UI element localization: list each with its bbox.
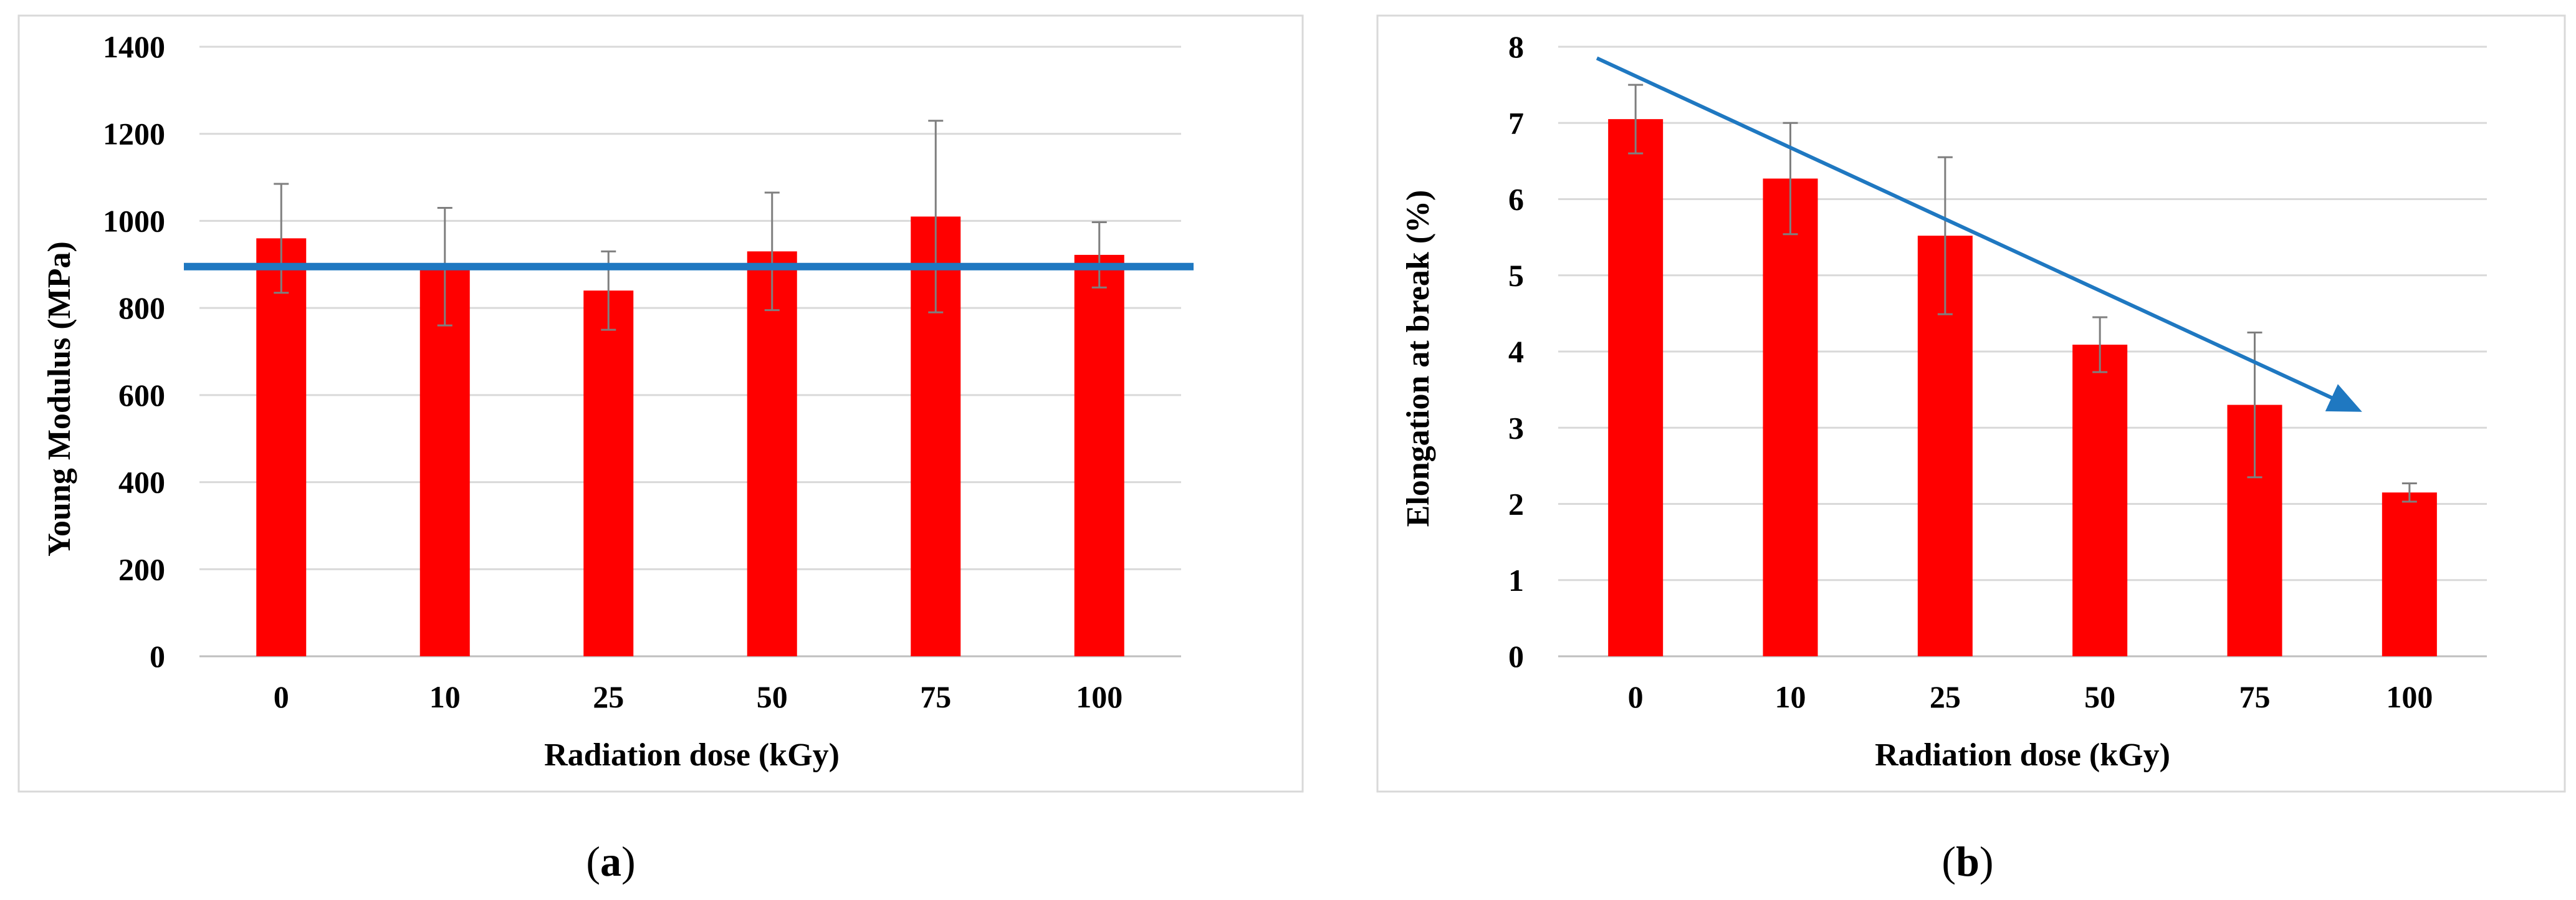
chart-a-error-bar xyxy=(274,183,289,294)
chart-b-frame xyxy=(1376,14,2566,793)
chart-b-ytick-label: 2 xyxy=(1508,487,1524,522)
chart-b-ytick-label: 1 xyxy=(1508,563,1524,598)
chart-b-error-bar xyxy=(1937,156,1953,315)
chart-a-xtick-label: 100 xyxy=(1076,679,1123,714)
chart-a-xtick-label: 0 xyxy=(274,679,289,714)
caption-b: (b) xyxy=(1942,838,1993,885)
chart-b-ytick-label: 6 xyxy=(1508,182,1524,217)
chart-a-xtick-label: 10 xyxy=(429,679,461,714)
chart-a-error-bar xyxy=(1091,221,1107,289)
chart-b-ylabel: Elongation at break (%) xyxy=(1401,190,1436,527)
chart-b-ytick-label: 4 xyxy=(1508,334,1524,369)
chart-panel-a: 0 200 400 600 800 1000 1200 1400 0 10 25 50 75 100 R… xyxy=(17,14,1304,885)
chart-b-bar xyxy=(2382,492,2437,656)
chart-a-xtick-label: 50 xyxy=(757,679,788,714)
chart-a-ytick-label: 400 xyxy=(118,465,165,500)
chart-b-xtick-label: 50 xyxy=(2084,679,2115,714)
caption-a-label: a xyxy=(600,838,621,885)
chart-a-ytick-label: 1000 xyxy=(103,203,165,238)
chart-a-xlabel: Radiation dose (kGy) xyxy=(544,737,840,773)
chart-b-ytick-label: 5 xyxy=(1508,258,1524,293)
chart-b-bar xyxy=(1763,178,1818,656)
chart-b-error-bar xyxy=(2247,331,2262,479)
chart-a-bar xyxy=(583,290,634,656)
chart-a-bar xyxy=(256,238,307,656)
chart-b-bar xyxy=(2072,344,2128,656)
chart-a-error-bar xyxy=(928,120,944,314)
chart-a-bar xyxy=(419,266,470,656)
chart-a-bar xyxy=(1074,254,1124,657)
caption-a: (a) xyxy=(586,838,635,885)
chart-b-ytick-label: 3 xyxy=(1508,410,1524,445)
chart-b-xtick-label: 10 xyxy=(1775,679,1806,714)
chart-b-xtick-label: 75 xyxy=(2239,679,2271,714)
chart-b-bar xyxy=(1608,119,1664,656)
chart-b-xlabel: Radiation dose (kGy) xyxy=(1875,737,2170,773)
chart-b-xtick-label: 100 xyxy=(2386,679,2433,714)
chart-a-error-bar xyxy=(764,191,780,312)
chart-b-trend-arrow xyxy=(1596,56,2362,412)
chart-a-bar xyxy=(747,251,797,656)
chart-a-xtick-label: 25 xyxy=(593,679,624,714)
chart-a-ytick-label: 600 xyxy=(118,378,165,413)
caption-b-label: b xyxy=(1956,838,1980,885)
chart-a-xtick-label: 75 xyxy=(920,679,951,714)
chart-b-error-bar xyxy=(1783,122,1798,236)
chart-a-ytick-label: 800 xyxy=(118,290,165,325)
chart-b-ytick-label: 8 xyxy=(1508,29,1524,64)
chart-b-ytick-label: 0 xyxy=(1508,639,1524,674)
chart-b-xtick-label: 25 xyxy=(1930,679,1961,714)
chart-a-ylabel: Young Modulus (MPa) xyxy=(42,241,77,557)
chart-b-error-bar xyxy=(2092,316,2108,373)
chart-a-ytick-label: 1200 xyxy=(103,117,165,151)
chart-a-ytick-label: 200 xyxy=(118,552,165,586)
chart-b-ytick-label: 7 xyxy=(1508,105,1524,140)
chart-a-ytick-label: 1400 xyxy=(103,29,165,64)
chart-b-error-bar xyxy=(2401,482,2417,503)
chart-a-ytick-label: 0 xyxy=(150,639,165,674)
chart-panel-b: 0 1 2 3 4 5 6 7 8 0 10 25 50 75 100 Radiation dose (k… xyxy=(1376,14,2566,885)
chart-b-error-bar xyxy=(1628,84,1644,155)
chart-a-frame xyxy=(17,14,1304,793)
chart-b-xtick-label: 0 xyxy=(1628,679,1644,714)
